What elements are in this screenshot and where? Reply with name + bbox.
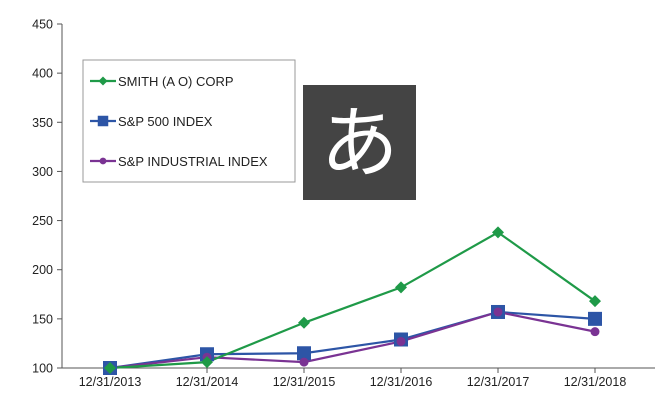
- y-tick-label: 200: [32, 263, 53, 277]
- data-point-smith-a-o-corp: [298, 316, 310, 329]
- data-point-smith-a-o-corp: [104, 362, 116, 374]
- data-point-smith-a-o-corp: [492, 226, 504, 239]
- data-point-s-p-industrial-index: [299, 357, 309, 367]
- x-tick-label: 12/31/2017: [467, 375, 530, 389]
- glyph-overlay: あ: [303, 85, 416, 200]
- legend-label-smith-a-o-corp: SMITH (A O) CORP: [118, 74, 234, 89]
- y-axis: 100 150 200 250 300 350 400 450: [32, 18, 63, 376]
- series-markers: [103, 226, 602, 375]
- data-point-s-p-500-index: [297, 346, 311, 361]
- data-point-smith-a-o-corp: [201, 356, 213, 369]
- x-tick-label: 12/31/2015: [273, 375, 336, 389]
- series-line-s-p-industrial-index: [109, 310, 596, 370]
- legend-swatch-marker: [98, 76, 108, 86]
- glyph-overlay-text: あ: [320, 99, 398, 189]
- glyph-overlay-background: [303, 85, 416, 200]
- legend-swatch-marker: [99, 157, 107, 165]
- legend-swatch-marker: [97, 115, 109, 127]
- data-point-s-p-industrial-index: [396, 336, 406, 346]
- x-tick-label: 12/31/2013: [79, 375, 142, 389]
- series-lines: [109, 231, 596, 370]
- y-tick-label: 300: [32, 165, 53, 179]
- y-tick-label: 250: [32, 214, 53, 228]
- y-tick-label: 400: [32, 67, 53, 81]
- legend-label-s-p-500-index: S&P 500 INDEX: [118, 114, 213, 129]
- data-point-s-p-industrial-index: [493, 307, 503, 317]
- x-tick-label: 12/31/2014: [176, 375, 239, 389]
- data-point-smith-a-o-corp: [589, 295, 601, 308]
- legend-label-s-p-industrial-index: S&P INDUSTRIAL INDEX: [118, 154, 268, 169]
- series-line-s-p-500-index: [109, 310, 596, 370]
- x-tick-label: 12/31/2018: [564, 375, 627, 389]
- x-axis: 12/31/2013 12/31/2014 12/31/2015 12/31/2016…: [62, 367, 655, 389]
- y-tick-label: 350: [32, 116, 53, 130]
- legend: SMITH (A O) CORP S&P 500 INDEX S&P INDUSTR…: [82, 59, 296, 183]
- y-tick-label: 450: [32, 18, 53, 32]
- series-line-smith-a-o-corp: [109, 231, 596, 370]
- data-point-smith-a-o-corp: [395, 281, 407, 294]
- data-point-s-p-industrial-index: [590, 327, 600, 337]
- legend-box: [82, 59, 296, 183]
- data-point-s-p-500-index: [588, 311, 602, 326]
- x-tick-label: 12/31/2016: [370, 375, 433, 389]
- y-tick-label: 100: [32, 362, 53, 376]
- y-tick-label: 150: [32, 312, 53, 326]
